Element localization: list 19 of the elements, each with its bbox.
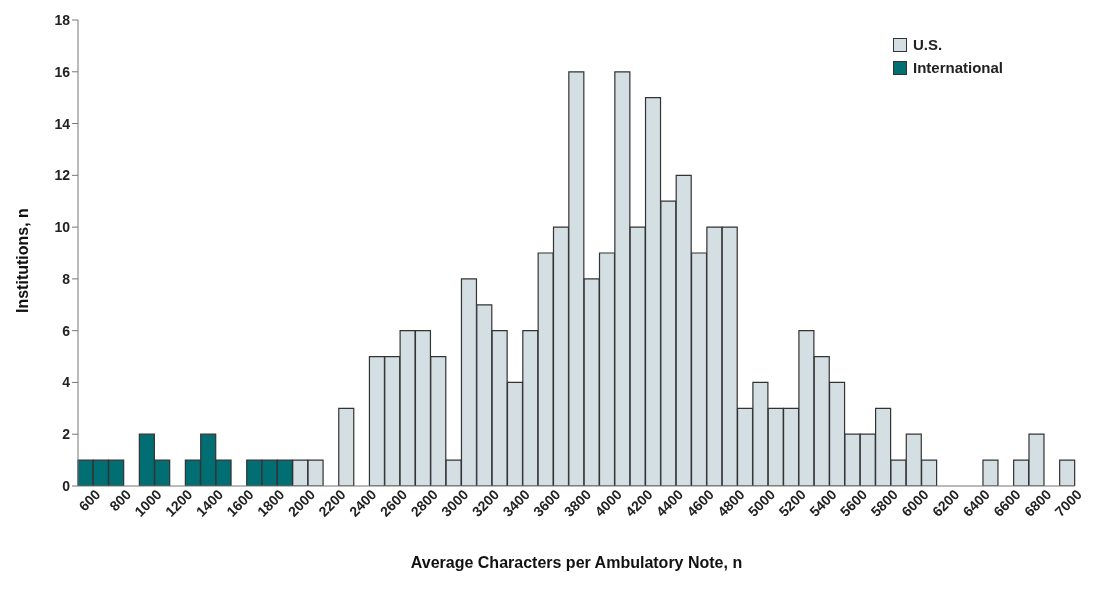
x-axis-title: Average Characters per Ambulatory Note, n xyxy=(409,554,744,572)
y-tick-label: 6 xyxy=(62,322,71,339)
x-tick-label: 600 xyxy=(75,486,104,515)
y-tick-label: 2 xyxy=(62,426,71,443)
y-tick-label: 10 xyxy=(54,219,71,236)
y-tick-label: 4 xyxy=(62,374,71,391)
bar xyxy=(982,459,999,486)
legend-label: U.S. xyxy=(913,36,943,53)
y-tick-label: 14 xyxy=(54,115,71,132)
y-tick-label: 18 xyxy=(54,11,71,28)
y-tick-label: 16 xyxy=(54,63,71,80)
y-tick-label: 12 xyxy=(54,167,71,184)
y-tick-label: 0 xyxy=(62,477,71,494)
legend-label: International xyxy=(913,59,1004,76)
x-tick-label: 800 xyxy=(106,486,135,515)
bar xyxy=(338,407,355,486)
y-axis-title: Institutions, n xyxy=(13,208,31,313)
bar xyxy=(1059,459,1076,486)
y-tick-label: 8 xyxy=(62,270,71,287)
